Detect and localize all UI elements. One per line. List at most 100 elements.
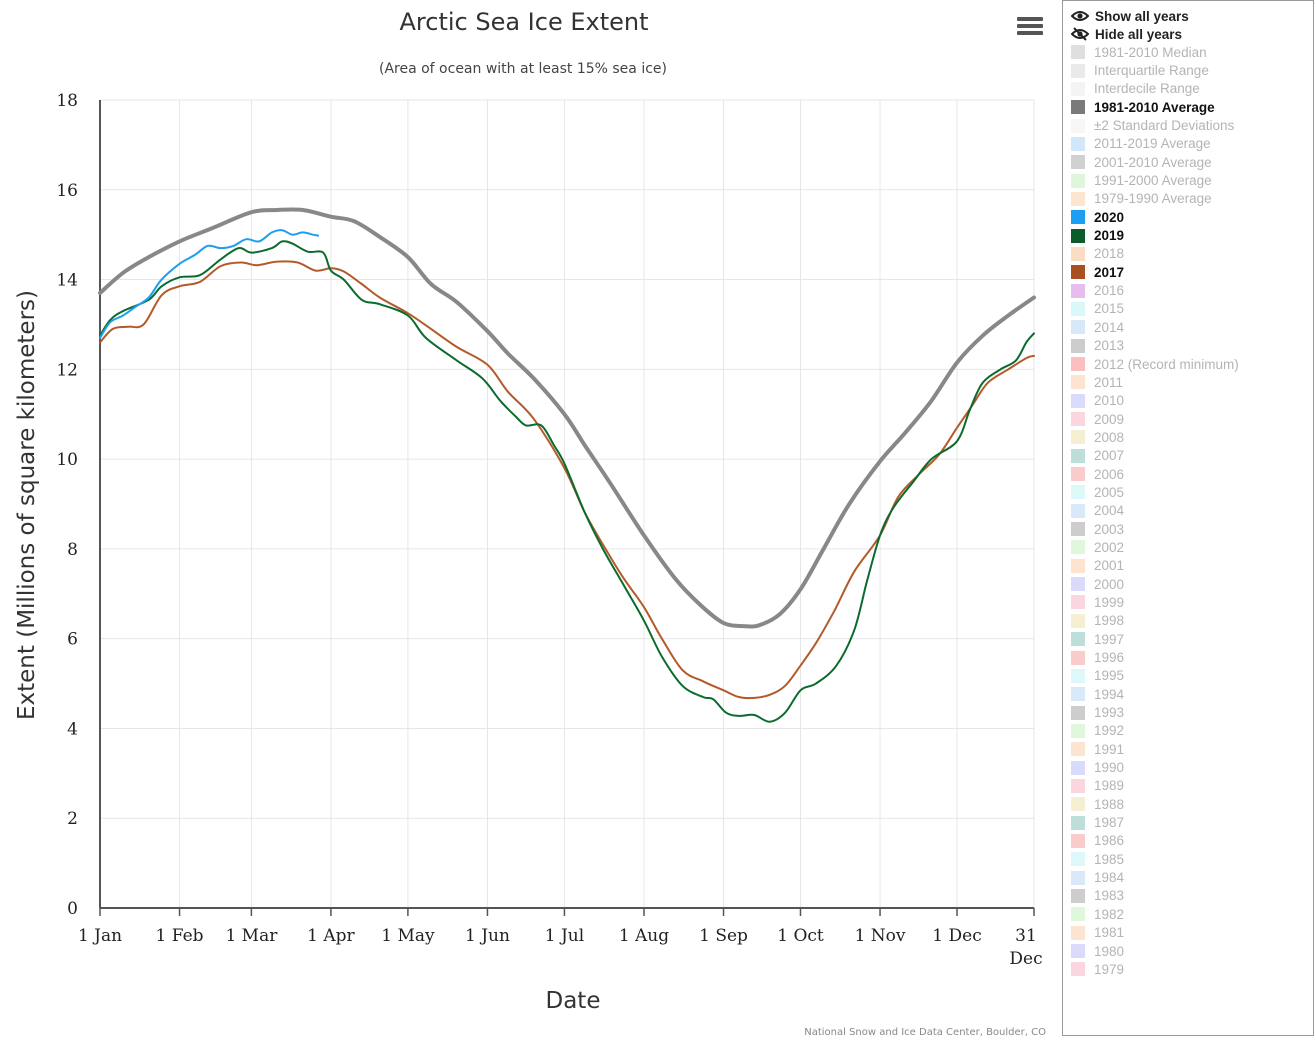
legend-item[interactable]: 2015 [1071, 300, 1313, 318]
y-tick-label: 18 [56, 91, 78, 111]
legend-swatch [1071, 650, 1085, 665]
legend-swatch [1071, 338, 1085, 353]
x-tick-label: 1 May [381, 926, 435, 946]
legend-item[interactable]: 1980 [1071, 942, 1313, 960]
legend-item[interactable]: ±2 Standard Deviations [1071, 116, 1313, 134]
legend-swatch [1071, 357, 1085, 372]
legend-item-label: 1985 [1094, 851, 1125, 867]
legend-swatch [1071, 155, 1085, 170]
legend-item[interactable]: 1987 [1071, 813, 1313, 831]
legend-item[interactable]: 1994 [1071, 685, 1313, 703]
legend-item-label: 2018 [1094, 246, 1125, 262]
legend-item[interactable]: 2017 [1071, 263, 1313, 281]
legend-item[interactable]: 1988 [1071, 795, 1313, 813]
series-lines [98, 207, 1036, 723]
legend-item[interactable]: 1992 [1071, 722, 1313, 740]
legend-item[interactable]: 2011-2019 Average [1071, 135, 1313, 153]
x-tick-label: 1 Nov [855, 926, 906, 946]
legend-item-label: 2001-2010 Average [1094, 154, 1212, 170]
legend-item[interactable]: 1979 [1071, 960, 1313, 978]
legend-swatch [1071, 815, 1085, 830]
legend-item[interactable]: 2007 [1071, 447, 1313, 465]
legend-item[interactable]: 2003 [1071, 520, 1313, 538]
legend-item-label: 1987 [1094, 815, 1125, 831]
legend-item[interactable]: 1983 [1071, 887, 1313, 905]
legend-swatch [1071, 503, 1085, 518]
legend-item[interactable]: 1981-2010 Average [1071, 98, 1313, 116]
legend-swatch [1071, 577, 1085, 592]
legend-item[interactable]: 1999 [1071, 593, 1313, 611]
legend-item-label: 1996 [1094, 650, 1125, 666]
legend-item[interactable]: 1986 [1071, 832, 1313, 850]
legend-item[interactable]: 2001 [1071, 557, 1313, 575]
legend-item[interactable]: 2006 [1071, 465, 1313, 483]
legend-swatch [1071, 320, 1085, 335]
series-line-2019[interactable] [99, 240, 1035, 723]
legend-item[interactable]: 2018 [1071, 245, 1313, 263]
y-tick-label: 14 [56, 271, 78, 291]
legend-item[interactable]: 1990 [1071, 758, 1313, 776]
legend-swatch [1071, 375, 1085, 390]
hide-all-years-button[interactable]: Hide all years [1071, 25, 1313, 43]
hamburger-menu-icon[interactable] [1015, 14, 1045, 42]
legend-item[interactable]: 1991-2000 Average [1071, 171, 1313, 189]
series-line-2020[interactable] [99, 229, 320, 339]
legend-item[interactable]: 1993 [1071, 703, 1313, 721]
legend-item[interactable]: 2020 [1071, 208, 1313, 226]
legend-item[interactable]: 1989 [1071, 777, 1313, 795]
legend-item-label: 2003 [1094, 521, 1125, 537]
x-tick-label: 31 [1015, 926, 1037, 946]
legend-item[interactable]: 2016 [1071, 281, 1313, 299]
legend-item-label: 1983 [1094, 888, 1125, 904]
legend-item[interactable]: 2000 [1071, 575, 1313, 593]
legend-item[interactable]: 2014 [1071, 318, 1313, 336]
legend-item-label: 2009 [1094, 411, 1125, 427]
legend-item[interactable]: Interquartile Range [1071, 61, 1313, 79]
legend-item[interactable]: 1996 [1071, 648, 1313, 666]
x-axis-title: Date [546, 988, 601, 1014]
legend-panel: Show all years Hide all years 1981-2010 … [1062, 0, 1314, 1036]
legend-item[interactable]: 2004 [1071, 502, 1313, 520]
legend-item[interactable]: 2011 [1071, 373, 1313, 391]
legend-item[interactable]: 2013 [1071, 337, 1313, 355]
legend-item[interactable]: Interdecile Range [1071, 80, 1313, 98]
legend-swatch [1071, 522, 1085, 537]
series-line-1981-2010-average[interactable] [98, 207, 1036, 629]
legend-swatch [1071, 760, 1085, 775]
legend-item[interactable]: 1981 [1071, 924, 1313, 942]
legend-item[interactable]: 2012 (Record minimum) [1071, 355, 1313, 373]
legend-items: 1981-2010 Median Interquartile Range Inter… [1071, 43, 1313, 979]
legend-item[interactable]: 1995 [1071, 667, 1313, 685]
show-all-years-button[interactable]: Show all years [1071, 7, 1313, 25]
legend-item[interactable]: 2009 [1071, 410, 1313, 428]
legend-item[interactable]: 1979-1990 Average [1071, 190, 1313, 208]
legend-item-label: 1981-2010 Average [1094, 99, 1215, 115]
legend-item[interactable]: 2010 [1071, 392, 1313, 410]
legend-item-label: 1997 [1094, 631, 1125, 647]
chart-credits[interactable]: National Snow and Ice Data Center, Bould… [804, 1027, 1046, 1038]
legend-swatch [1071, 45, 1085, 60]
legend-item[interactable]: 2019 [1071, 226, 1313, 244]
legend-item[interactable]: 1997 [1071, 630, 1313, 648]
series-line-2017[interactable] [99, 260, 1035, 700]
legend-swatch [1071, 888, 1085, 903]
legend-item[interactable]: 2002 [1071, 538, 1313, 556]
legend-item[interactable]: 1984 [1071, 868, 1313, 886]
legend-item[interactable]: 1985 [1071, 850, 1313, 868]
legend-item[interactable]: 1982 [1071, 905, 1313, 923]
legend-swatch [1071, 412, 1085, 427]
legend-item-label: 2008 [1094, 429, 1125, 445]
legend-item[interactable]: 1981-2010 Median [1071, 43, 1313, 61]
legend-swatch [1071, 742, 1085, 757]
legend-item-label: 1993 [1094, 705, 1125, 721]
eye-icon [1071, 11, 1089, 21]
y-axis-title: Extent (Millions of square kilometers) [14, 290, 40, 720]
legend-item[interactable]: 1991 [1071, 740, 1313, 758]
y-tick-label: 10 [56, 450, 78, 470]
legend-item[interactable]: 2008 [1071, 428, 1313, 446]
legend-item[interactable]: 2005 [1071, 483, 1313, 501]
legend-item[interactable]: 1998 [1071, 612, 1313, 630]
legend-item-label: 1991-2000 Average [1094, 173, 1212, 189]
legend-swatch [1071, 870, 1085, 885]
legend-item[interactable]: 2001-2010 Average [1071, 153, 1313, 171]
